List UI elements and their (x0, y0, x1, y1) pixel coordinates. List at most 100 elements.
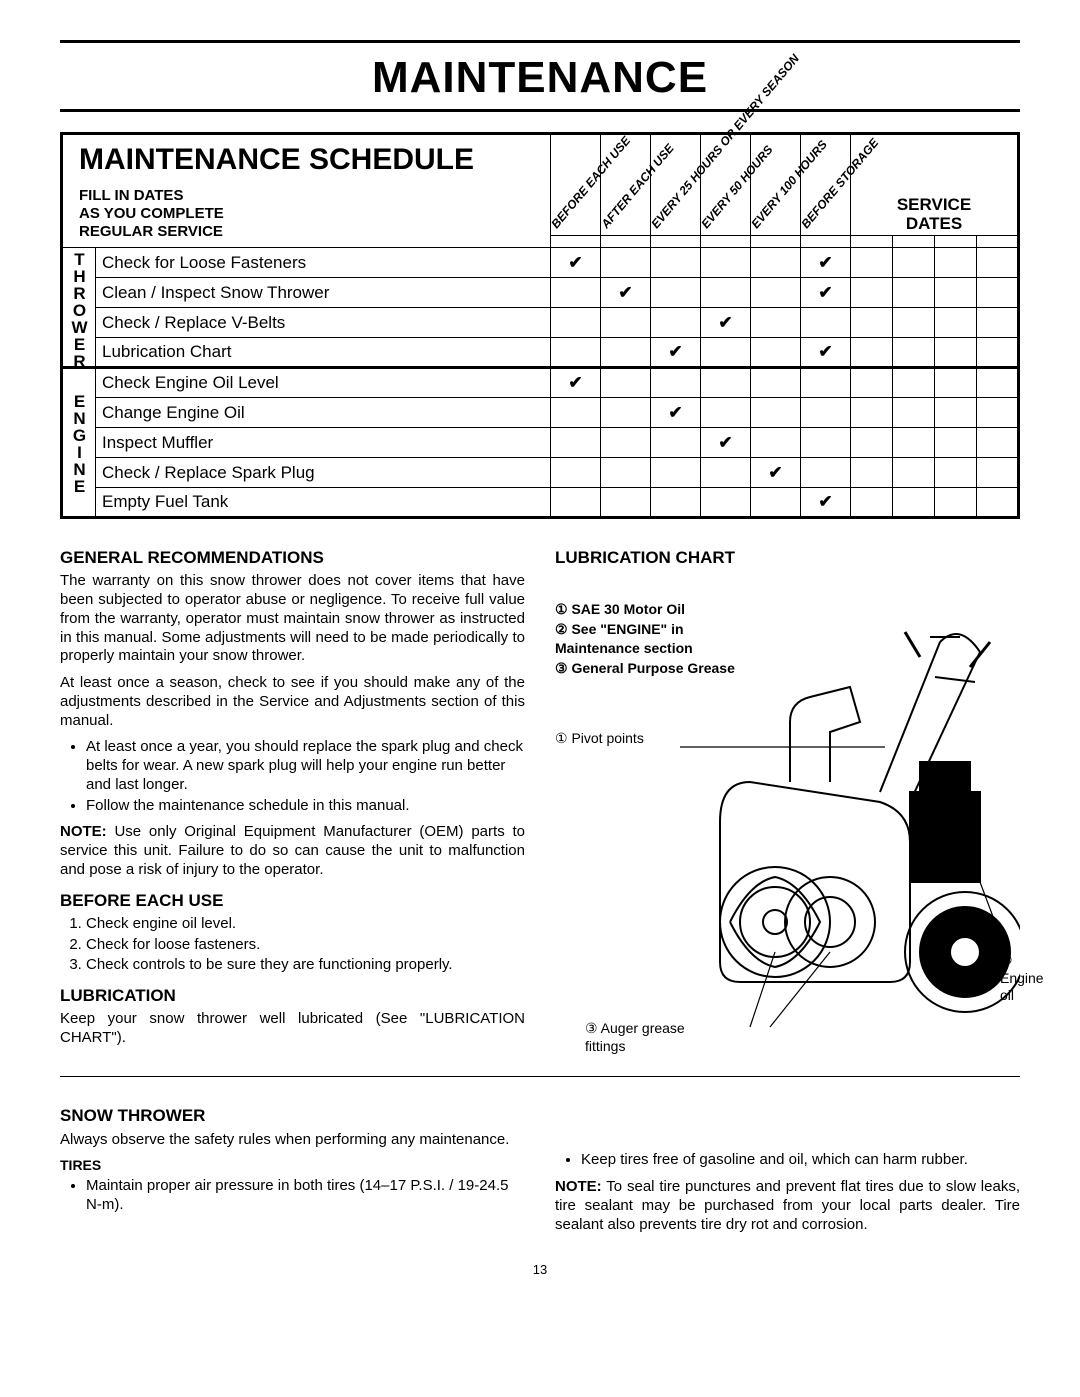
date-cell (893, 398, 935, 428)
lub-chart-heading: LUBRICATION CHART (555, 547, 1020, 568)
date-cell (977, 428, 1019, 458)
task-name: Empty Fuel Tank (96, 488, 551, 518)
check-cell (601, 488, 651, 518)
group-label: THROWER (62, 248, 96, 368)
date-cell (935, 368, 977, 398)
gen-rec-p1: The warranty on this snow thrower does n… (60, 572, 525, 666)
check-cell (651, 248, 701, 278)
check-cell (651, 458, 701, 488)
date-cell (977, 338, 1019, 368)
check-cell (551, 278, 601, 308)
lubrication-chart-figure: ① SAE 30 Motor Oil ② See "ENGINE" in Mai… (555, 572, 1020, 1062)
check-cell (601, 458, 651, 488)
date-cell (935, 488, 977, 518)
check-cell (601, 368, 651, 398)
date-cell (977, 398, 1019, 428)
check-cell (551, 338, 601, 368)
date-cell (893, 488, 935, 518)
check-cell (601, 398, 651, 428)
check-cell (701, 398, 751, 428)
date-cell (893, 368, 935, 398)
check-cell (701, 278, 751, 308)
check-cell (651, 308, 701, 338)
check-cell (551, 398, 601, 428)
date-cell (977, 278, 1019, 308)
check-cell (801, 308, 851, 338)
check-cell (701, 248, 751, 278)
check-cell (551, 488, 601, 518)
check-cell (701, 458, 751, 488)
date-cell (977, 368, 1019, 398)
check-cell (751, 428, 801, 458)
task-name: Check for Loose Fasteners (96, 248, 551, 278)
check-cell (701, 338, 751, 368)
lubrication-heading: LUBRICATION (60, 985, 525, 1006)
date-cell (935, 278, 977, 308)
gen-rec-b2: Follow the maintenance schedule in this … (86, 797, 525, 816)
date-cell (977, 488, 1019, 518)
date-cell (977, 458, 1019, 488)
check-cell (801, 398, 851, 428)
task-name: Lubrication Chart (96, 338, 551, 368)
check-cell (701, 488, 751, 518)
check-cell (701, 368, 751, 398)
date-cell (977, 308, 1019, 338)
check-cell (751, 308, 801, 338)
check-cell: ✔ (801, 488, 851, 518)
gen-rec-note: NOTE: Use only Original Equipment Manufa… (60, 823, 525, 879)
check-cell: ✔ (701, 308, 751, 338)
date-cell (851, 458, 893, 488)
gen-rec-heading: GENERAL RECOMMENDATIONS (60, 547, 525, 568)
snow-thrower-heading: SNOW THROWER (60, 1105, 525, 1126)
check-cell (801, 458, 851, 488)
check-cell: ✔ (801, 338, 851, 368)
date-cell (851, 398, 893, 428)
tires-heading: TIRES (60, 1157, 525, 1175)
before-i1: Check engine oil level. (86, 915, 525, 934)
lubrication-p: Keep your snow thrower well lubricated (… (60, 1010, 525, 1048)
before-heading: BEFORE EACH USE (60, 890, 525, 911)
check-cell (801, 428, 851, 458)
check-cell (601, 428, 651, 458)
check-cell (751, 368, 801, 398)
maintenance-schedule-table: MAINTENANCE SCHEDULE FILL IN DATES AS YO… (60, 132, 1020, 519)
check-cell (651, 488, 701, 518)
tires-b2: Keep tires free of gasoline and oil, whi… (581, 1151, 1020, 1170)
task-name: Check / Replace Spark Plug (96, 458, 551, 488)
snow-thrower-icon (680, 582, 1020, 1052)
date-cell (893, 308, 935, 338)
check-cell (601, 338, 651, 368)
date-cell (893, 338, 935, 368)
page-title: MAINTENANCE (60, 53, 1020, 103)
check-cell: ✔ (751, 458, 801, 488)
lub-label-engine: ② Engine oil (1000, 952, 1060, 1005)
date-cell (851, 428, 893, 458)
group-label: ENGINE (62, 368, 96, 518)
gen-rec-p2: At least once a season, check to see if … (60, 674, 525, 730)
date-cell (935, 338, 977, 368)
check-cell (801, 368, 851, 398)
tires-note: NOTE: To seal tire punctures and prevent… (555, 1178, 1020, 1234)
check-cell (751, 398, 801, 428)
date-cell (935, 308, 977, 338)
check-cell (751, 338, 801, 368)
date-cell (977, 248, 1019, 278)
check-cell: ✔ (601, 278, 651, 308)
task-name: Clean / Inspect Snow Thrower (96, 278, 551, 308)
gen-rec-b1: At least once a year, you should replace… (86, 738, 525, 794)
date-cell (935, 398, 977, 428)
date-cell (935, 458, 977, 488)
check-cell (551, 458, 601, 488)
date-cell (851, 308, 893, 338)
date-cell (851, 338, 893, 368)
lub-label-pivot: ① Pivot points (555, 730, 644, 748)
check-cell: ✔ (801, 248, 851, 278)
check-cell (651, 368, 701, 398)
page-number: 13 (60, 1262, 1020, 1277)
snow-thrower-p: Always observe the safety rules when per… (60, 1131, 525, 1150)
lub-label-auger: ③ Auger grease fittings (585, 1020, 705, 1055)
date-cell (851, 278, 893, 308)
date-cell (893, 248, 935, 278)
check-cell: ✔ (651, 398, 701, 428)
check-cell: ✔ (551, 368, 601, 398)
